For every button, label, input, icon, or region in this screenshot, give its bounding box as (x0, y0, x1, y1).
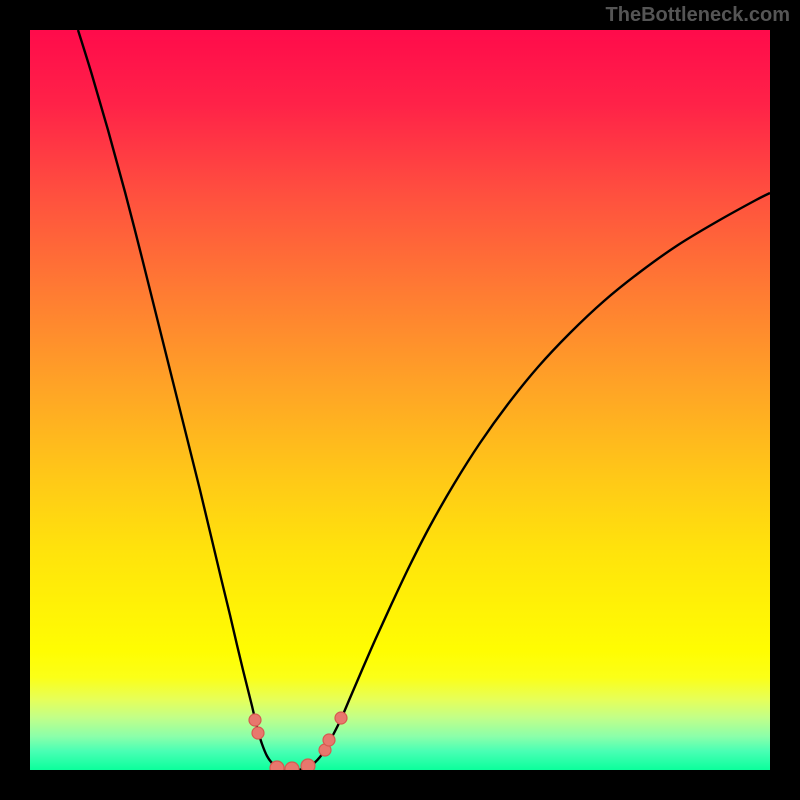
watermark-text: TheBottleneck.com (606, 4, 790, 27)
chart-container: TheBottleneck.com (0, 0, 800, 800)
marker-point (301, 759, 315, 770)
marker-point (270, 761, 284, 770)
marker-group (249, 712, 347, 770)
marker-point (249, 714, 261, 726)
marker-point (285, 762, 299, 770)
marker-point (252, 727, 264, 739)
curve-right-branch (288, 193, 770, 770)
plot-area (30, 30, 770, 770)
marker-point (335, 712, 347, 724)
marker-point (323, 734, 335, 746)
curves-layer (30, 30, 770, 770)
curve-left-branch (78, 30, 288, 770)
